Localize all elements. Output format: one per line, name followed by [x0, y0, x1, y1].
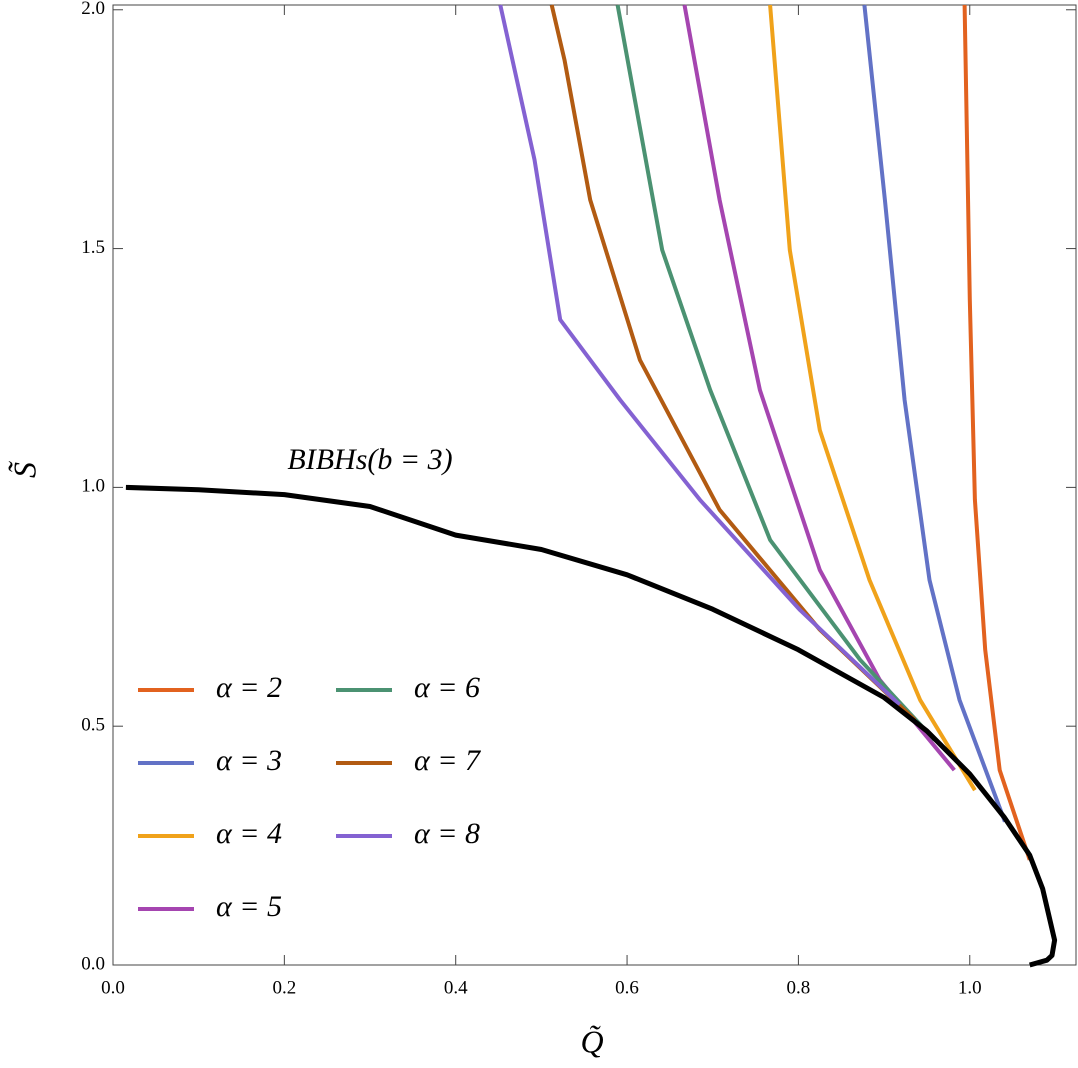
x-tick-label: 0.4 [444, 977, 468, 998]
y-tick-label: 0.5 [81, 715, 105, 736]
series-line [862, 4, 1007, 823]
legend-label: α = 2 [216, 671, 282, 704]
legend-label: α = 3 [216, 744, 282, 777]
series-line [962, 4, 1032, 861]
y-tick-label: 2.0 [81, 0, 105, 19]
y-tick-label: 1.5 [81, 237, 105, 258]
y-tick-label: 0.0 [81, 953, 105, 974]
legend-label: α = 4 [216, 817, 282, 850]
x-tick-label: 1.0 [958, 977, 982, 998]
x-axis-label: Q̃ [580, 1023, 603, 1059]
series-line [768, 4, 977, 792]
series-line [549, 4, 917, 722]
x-tick-label: 0.2 [272, 977, 296, 998]
y-tick-label: 1.0 [81, 476, 105, 497]
plot-frame [112, 4, 1077, 966]
legend-label: α = 6 [414, 671, 480, 704]
annotation: BIBHs(b = 3) [287, 443, 452, 476]
legend-label: α = 5 [216, 890, 282, 923]
x-tick-label: 0.6 [615, 977, 639, 998]
series-line [498, 4, 901, 707]
legend-label: α = 7 [414, 744, 482, 777]
series-line [125, 484, 1058, 968]
legend-label: α = 8 [414, 817, 480, 850]
series-line [615, 4, 937, 742]
series-line [682, 4, 956, 772]
x-tick-label: 0.0 [101, 977, 125, 998]
x-tick-label: 0.8 [787, 977, 811, 998]
y-axis-label: S̃ [6, 461, 42, 478]
